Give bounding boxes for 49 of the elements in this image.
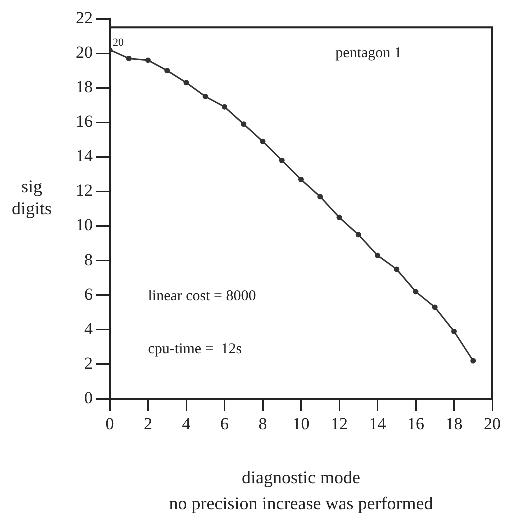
annotation: 20 xyxy=(113,36,124,49)
point xyxy=(222,104,228,110)
y-tick-label: 10 xyxy=(76,216,93,235)
x-tick-label: 4 xyxy=(182,414,192,434)
x-axis-title: diagnostic mode xyxy=(242,468,360,488)
y-tick-label: 0 xyxy=(84,388,93,408)
point xyxy=(202,94,208,100)
y-tick-label: 6 xyxy=(84,284,93,304)
point xyxy=(356,232,362,238)
x-tick-label: 0 xyxy=(106,414,114,434)
point xyxy=(336,214,342,220)
y-axis-title: sig digits xyxy=(12,176,52,219)
y-tick-label: 4 xyxy=(84,319,94,338)
point xyxy=(394,266,400,272)
y-tick-label: 2 xyxy=(84,354,93,373)
annotation: cpu-time = 12s xyxy=(148,342,242,358)
x-tick-label: 8 xyxy=(258,414,268,434)
point xyxy=(452,328,457,334)
y-tick-label: 18 xyxy=(76,78,93,97)
point xyxy=(279,158,285,164)
text: no precision increase was performed xyxy=(169,494,434,514)
x-tick-label: 18 xyxy=(446,414,463,434)
y-tick-label: 8 xyxy=(84,250,93,270)
point xyxy=(126,56,132,62)
x-tick-label: 14 xyxy=(369,414,387,434)
point xyxy=(470,358,476,364)
x-tick-label: 2 xyxy=(144,414,152,434)
x-tick-label: 12 xyxy=(331,414,348,434)
point xyxy=(298,176,304,182)
point xyxy=(164,68,170,74)
y-tick-label: 14 xyxy=(76,146,94,166)
point xyxy=(318,194,324,200)
point xyxy=(432,304,438,310)
point xyxy=(146,58,151,64)
point xyxy=(413,289,419,295)
y-tick-label: 20 xyxy=(76,43,93,62)
y-tick-label: 16 xyxy=(76,112,93,132)
x-tick-label: 6 xyxy=(220,414,229,434)
point xyxy=(260,138,266,144)
x-tick-label: 16 xyxy=(408,414,424,434)
annotation: linear cost = 8000 xyxy=(148,288,256,304)
text: pentagon 1 xyxy=(336,45,402,62)
point xyxy=(375,252,380,258)
y-tick-label: 22 xyxy=(76,8,93,28)
y-tick-label: 12 xyxy=(76,181,93,200)
x-tick-label: 20 xyxy=(484,414,501,434)
point xyxy=(241,122,247,128)
x-tick-label: 10 xyxy=(292,414,310,434)
point xyxy=(184,80,190,86)
